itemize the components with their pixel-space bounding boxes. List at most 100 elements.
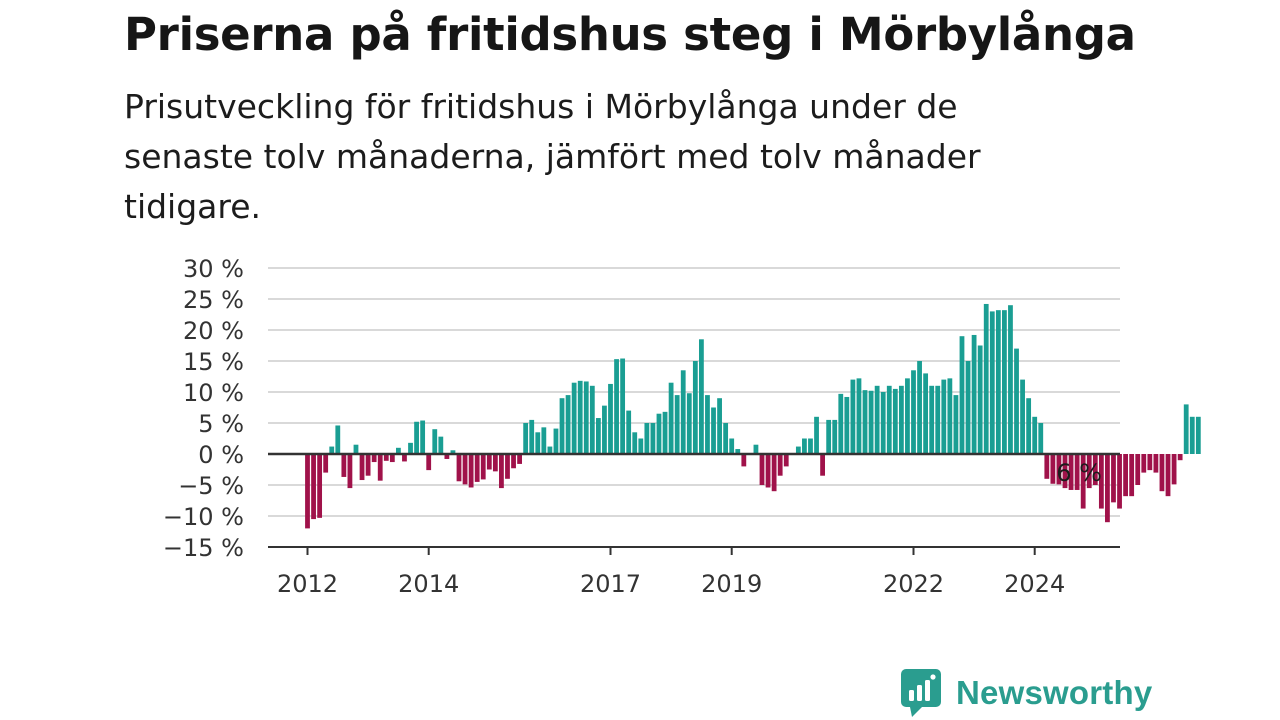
bar — [1044, 454, 1050, 479]
bar — [626, 410, 632, 454]
bar — [1105, 454, 1110, 523]
bar — [329, 446, 335, 454]
bar — [965, 361, 971, 454]
x-tick-label: 2014 — [398, 570, 459, 598]
bar — [771, 454, 777, 492]
x-tick-label: 2022 — [883, 570, 944, 598]
bar — [1177, 454, 1183, 461]
bar — [541, 427, 547, 454]
bar — [832, 419, 838, 454]
bar — [995, 310, 1001, 454]
bar — [1153, 454, 1159, 473]
bar — [1135, 454, 1141, 485]
bar — [620, 358, 626, 454]
bar — [826, 419, 832, 454]
bar — [547, 446, 553, 454]
bar — [753, 444, 759, 454]
bar — [371, 454, 377, 463]
x-tick-label: 2017 — [580, 570, 641, 598]
bar — [868, 390, 874, 454]
bar — [347, 454, 353, 489]
bar — [638, 438, 644, 454]
bar — [396, 447, 401, 454]
y-tick-label: 10 % — [183, 379, 244, 407]
x-tick-label: 2012 — [277, 570, 338, 598]
bar — [686, 393, 692, 454]
bar — [492, 454, 498, 472]
bar — [1086, 454, 1092, 489]
bar — [802, 438, 807, 454]
bar — [305, 454, 310, 529]
bar — [1129, 454, 1135, 497]
bar — [680, 370, 686, 454]
bar — [808, 438, 813, 454]
bar — [850, 379, 856, 454]
bar — [462, 454, 468, 485]
bars — [305, 303, 1201, 529]
bar — [923, 373, 929, 454]
bar — [1080, 454, 1086, 509]
bar — [1117, 454, 1122, 509]
bar — [589, 385, 595, 454]
y-tick-label: 20 % — [183, 317, 244, 345]
bar — [468, 454, 474, 488]
bar — [662, 411, 668, 454]
last-value-label: 6 % — [1056, 459, 1102, 487]
bar — [383, 454, 389, 461]
bar — [529, 419, 535, 454]
bar — [1141, 454, 1147, 473]
bar — [511, 454, 516, 469]
bar — [1195, 416, 1201, 454]
bar — [1074, 454, 1080, 490]
bar — [820, 454, 825, 476]
bar — [953, 395, 959, 454]
bar — [1026, 398, 1032, 454]
bar — [1159, 454, 1165, 492]
bar — [438, 436, 444, 454]
bar — [892, 388, 898, 454]
bar — [632, 432, 638, 454]
bar — [426, 454, 432, 471]
bar — [583, 381, 589, 454]
bar — [474, 454, 480, 482]
bar — [759, 454, 765, 485]
bar — [814, 416, 819, 454]
bar — [1165, 454, 1171, 497]
bar — [553, 428, 559, 454]
bar — [571, 382, 577, 454]
brand-logo: Newsworthy — [900, 668, 1152, 718]
bar — [674, 395, 680, 454]
bar — [311, 454, 316, 520]
bar — [735, 449, 741, 454]
bar — [408, 442, 413, 454]
y-tick-label: 25 % — [183, 286, 244, 314]
bar — [1098, 454, 1104, 509]
bar — [1111, 454, 1116, 503]
bar — [1123, 454, 1128, 497]
x-axis: 2012 2014 2017 2019 2022 2024 — [277, 547, 1065, 598]
bar — [323, 454, 329, 473]
bar — [844, 396, 850, 454]
bar — [1147, 454, 1153, 471]
bar — [947, 378, 953, 454]
bar — [377, 454, 383, 481]
bar — [335, 425, 341, 454]
bar — [795, 446, 801, 454]
y-tick-label: −15 % — [163, 534, 244, 562]
bar — [650, 423, 656, 454]
bar — [595, 418, 601, 454]
bar — [559, 398, 565, 454]
bar — [971, 334, 977, 454]
bar — [644, 423, 650, 454]
bar — [359, 454, 365, 481]
y-tick-label: 5 % — [198, 410, 244, 438]
bar — [1050, 454, 1056, 484]
bar — [523, 423, 529, 454]
bar — [905, 378, 910, 454]
bar — [765, 454, 771, 488]
bar — [929, 385, 935, 454]
bar — [935, 385, 941, 454]
bar — [959, 336, 965, 454]
bar — [1032, 416, 1038, 454]
x-tick-label: 2019 — [701, 570, 762, 598]
